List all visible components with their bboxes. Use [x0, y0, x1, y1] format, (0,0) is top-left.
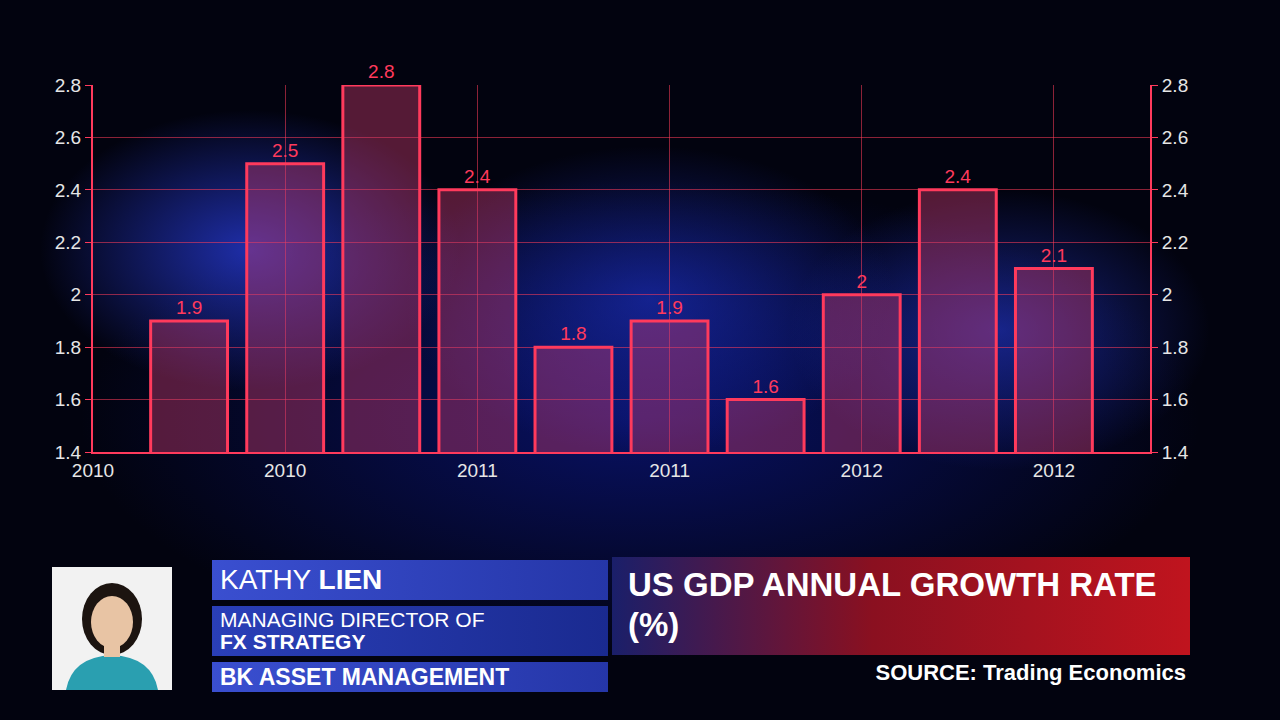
svg-text:2.4: 2.4	[944, 166, 971, 187]
svg-text:2.4: 2.4	[1162, 180, 1189, 201]
svg-text:2.4: 2.4	[55, 180, 82, 201]
svg-text:2012: 2012	[841, 460, 883, 481]
svg-text:2: 2	[1162, 284, 1173, 305]
svg-text:2.8: 2.8	[1162, 75, 1188, 96]
svg-text:1.9: 1.9	[176, 297, 202, 318]
html-text:MANAGING DIRECTOR OF: MANAGING DIRECTOR OF	[220, 608, 485, 631]
svg-text:2010: 2010	[264, 460, 306, 481]
svg-text:2.8: 2.8	[368, 61, 394, 82]
html-text:KATHY LIEN: KATHY LIEN	[220, 564, 383, 595]
svg-text:1.6: 1.6	[55, 389, 81, 410]
html-text:SOURCE: Trading Economics: SOURCE: Trading Economics	[875, 660, 1186, 685]
svg-text:2.2: 2.2	[55, 232, 81, 253]
svg-text:2: 2	[71, 284, 82, 305]
svg-text:1.8: 1.8	[55, 337, 81, 358]
svg-text:2012: 2012	[1033, 460, 1075, 481]
svg-text:2.8: 2.8	[55, 75, 81, 96]
svg-text:1.6: 1.6	[752, 376, 778, 397]
svg-text:2011: 2011	[457, 460, 498, 481]
svg-text:2.6: 2.6	[55, 127, 81, 148]
html-text:BK ASSET MANAGEMENT: BK ASSET MANAGEMENT	[220, 664, 510, 690]
html-text:US GDP ANNUAL GROWTH RATE (%): US GDP ANNUAL GROWTH RATE (%)	[628, 566, 1157, 643]
svg-text:1.4: 1.4	[1162, 442, 1189, 463]
svg-text:2.4: 2.4	[464, 166, 491, 187]
svg-text:1.6: 1.6	[1162, 389, 1188, 410]
svg-text:1.8: 1.8	[1162, 337, 1188, 358]
html-text:FX STRATEGY: FX STRATEGY	[220, 630, 366, 653]
svg-text:2011: 2011	[649, 460, 690, 481]
svg-text:1.8: 1.8	[560, 323, 586, 344]
svg-text:2010: 2010	[72, 460, 114, 481]
svg-text:2.6: 2.6	[1162, 127, 1188, 148]
svg-text:2: 2	[856, 271, 867, 292]
svg-text:2.2: 2.2	[1162, 232, 1188, 253]
svg-text:1.9: 1.9	[656, 297, 682, 318]
svg-text:2.5: 2.5	[272, 140, 298, 161]
svg-text:2.1: 2.1	[1041, 245, 1067, 266]
svg-text:1.4: 1.4	[55, 442, 82, 463]
